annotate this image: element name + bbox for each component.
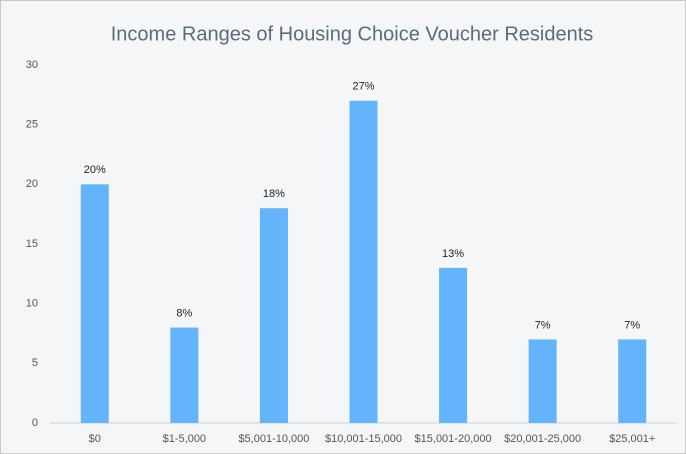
data-label: 27% <box>352 81 374 93</box>
y-tick-label: 10 <box>26 298 38 310</box>
y-tick-label: 25 <box>26 119 38 131</box>
x-tick-label: $5,001-10,000 <box>238 433 309 445</box>
bar <box>80 184 109 423</box>
y-tick-label: 15 <box>26 238 38 250</box>
y-tick-label: 20 <box>26 178 38 190</box>
y-tick-label: 0 <box>32 417 38 429</box>
data-label: 7% <box>535 319 551 331</box>
bar <box>528 339 557 423</box>
x-tick-label: $25,001+ <box>609 433 655 445</box>
x-tick-label: $10,001-15,000 <box>325 433 402 445</box>
y-tick-label: 5 <box>32 357 38 369</box>
bar <box>259 208 288 423</box>
data-label: 18% <box>263 188 285 200</box>
data-label: 7% <box>624 319 640 331</box>
bar <box>618 339 647 423</box>
y-tick-label: 30 <box>26 59 38 71</box>
data-label: 8% <box>176 307 192 319</box>
x-tick-label: $0 <box>89 433 101 445</box>
chart-title: Income Ranges of Housing Choice Voucher … <box>111 23 594 45</box>
bar <box>439 267 468 423</box>
bar <box>170 327 199 423</box>
x-tick-label: $20,001-25,000 <box>504 433 581 445</box>
bar <box>349 100 378 424</box>
x-tick-label: $1-5,000 <box>163 433 206 445</box>
data-label: 20% <box>84 164 106 176</box>
x-tick-label: $15,001-20,000 <box>415 433 492 445</box>
data-label: 13% <box>442 248 464 260</box>
